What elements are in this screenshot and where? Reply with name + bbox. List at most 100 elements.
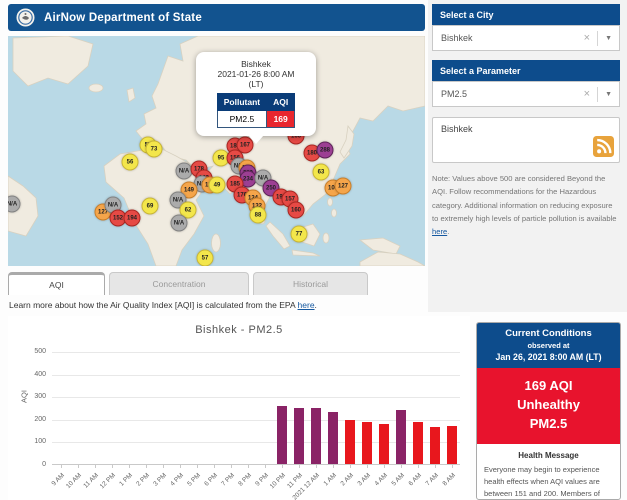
city-select[interactable]: Bishkek × ▼ [432,25,620,51]
map-marker[interactable]: 127 [334,177,352,195]
tab-concentration[interactable]: Concentration [109,272,249,295]
chart-plot-area: 9 AM 10 AM 11 AM 12 PM 1 PM 2 PM 3 PM 4 PM 5 PM 6… [50,352,460,500]
x-axis-tick [145,465,147,468]
x-axis-tick [451,465,453,468]
map-marker[interactable]: 149 [180,181,198,199]
map-marker[interactable]: 73 [145,140,163,158]
rss-feed-title: Bishkek [441,124,473,134]
gridline [52,442,460,444]
chart-bar[interactable] [378,424,389,464]
aqi-bar-chart: Bishkek - PM2.5 AQI 9 AM 10 AM 11 AM 12 PM 1… [8,316,470,500]
popup-city: Bishkek [241,59,271,69]
dos-seal-logo [16,8,35,27]
popup-timezone: (LT) [248,79,264,89]
chart-bar[interactable] [276,406,287,464]
map-marker[interactable]: 49 [208,176,226,194]
map-marker[interactable]: 77 [290,225,308,243]
x-axis-tick [196,465,198,468]
rss-icon[interactable] [593,136,614,157]
select-divider [597,86,599,102]
learn-more-text: Learn more about how the Air Quality Ind… [9,300,317,310]
learn-more-here-link[interactable]: here [297,300,315,310]
tab-historical[interactable]: Historical [253,272,368,295]
map-marker[interactable]: 69 [141,197,159,215]
chart-bar[interactable] [310,407,321,464]
map-marker[interactable]: N/A [8,195,21,213]
x-axis-tick [247,465,249,468]
clear-city-icon[interactable]: × [583,32,591,44]
note-period: . [447,227,450,237]
beyond-aqi-note: Note: Values above 500 are considered Be… [432,172,618,238]
parameter-select[interactable]: PM2.5 × ▼ [432,81,620,107]
popup-col-aqi: AQI [266,93,296,111]
map-marker[interactable]: N/A [104,196,122,214]
popup-col-pollutant: Pollutant [216,93,268,111]
parameter-select-value: PM2.5 [441,89,468,99]
x-axis-tick [400,465,402,468]
x-axis-tick [366,465,368,468]
y-axis-tick-label: 200 [34,415,46,423]
health-message-text: Everyone may begin to experience health … [484,464,600,498]
select-divider [597,30,599,46]
chart-bar[interactable] [429,426,440,464]
tab-aqi[interactable]: AQI [8,272,105,295]
popup-pollutant-value: PM2.5 [216,110,268,128]
current-aqi-block: 169 AQI Unhealthy PM2.5 [477,368,620,444]
select-city-header: Select a City [432,4,620,25]
map-marker[interactable]: 288 [316,141,334,159]
app-header: AirNow Department of State [8,4,425,31]
x-axis-tick [264,465,266,468]
gridline [52,419,460,421]
chart-bar[interactable] [293,407,304,464]
chart-bar[interactable] [446,425,457,464]
x-axis-tick [417,465,419,468]
popup-aqi-value: 169 [266,110,296,128]
map-marker[interactable]: 95 [212,149,230,167]
x-axis-tick [77,465,79,468]
observed-datetime: Jan 26, 2021 8:00 AM (LT) [495,352,602,362]
learn-more-prefix: Learn more about how the Air Quality Ind… [9,300,298,310]
gridline [52,374,460,376]
map-marker[interactable]: 56 [121,153,139,171]
observed-at-label: observed at [527,341,570,350]
chart-bar[interactable] [361,421,372,464]
chart-title: Bishkek - PM2.5 [195,324,283,336]
note-here-link[interactable]: here [432,227,448,237]
y-axis-tick-label: 300 [34,393,46,401]
x-axis-tick [230,465,232,468]
x-axis-tick [298,465,300,468]
map-marker[interactable]: 63 [312,163,330,181]
map-marker[interactable]: 57 [196,249,214,266]
x-axis-tick [60,465,62,468]
world-map[interactable]: N/A127N/A15219457735695N/A178162N/A13949… [8,36,425,266]
parameter-dropdown-arrow-icon[interactable]: ▼ [605,90,612,98]
y-axis-tick-label: 400 [34,370,46,378]
clear-parameter-icon[interactable]: × [583,88,591,100]
chart-bar[interactable] [344,419,355,464]
select-parameter-header: Select a Parameter [432,60,620,81]
current-aqi-pollutant: PM2.5 [529,415,568,431]
city-dropdown-arrow-icon[interactable]: ▼ [605,34,612,42]
y-axis-tick-label: 0 [42,461,46,468]
x-axis-tick [111,465,113,468]
map-marker[interactable]: 62 [179,201,197,219]
map-marker[interactable]: 160 [287,201,305,219]
map-marker[interactable]: 88 [249,206,267,224]
chart-bar[interactable] [412,421,423,464]
x-axis-tick [94,465,96,468]
view-tabs: AQI Concentration Historical [8,272,368,295]
current-aqi-value: 169 AQI [524,378,573,393]
map-marker[interactable]: N/A [170,214,188,232]
map-marker[interactable]: 194 [123,209,141,227]
gridline [52,397,460,399]
rss-feed-box: Bishkek [432,117,620,163]
x-axis-tick [179,465,181,468]
chart-bar[interactable] [327,411,338,464]
popup-datetime: 2021-01-26 8:00 AM [217,69,295,79]
y-axis-tick-label: 100 [34,438,46,446]
learn-more-period: . [314,300,317,310]
chart-bar[interactable] [395,409,406,464]
popup-table: Pollutant AQI PM2.5 169 [216,93,296,128]
x-axis-tick [162,465,164,468]
y-axis-tick-label: 500 [34,348,46,355]
